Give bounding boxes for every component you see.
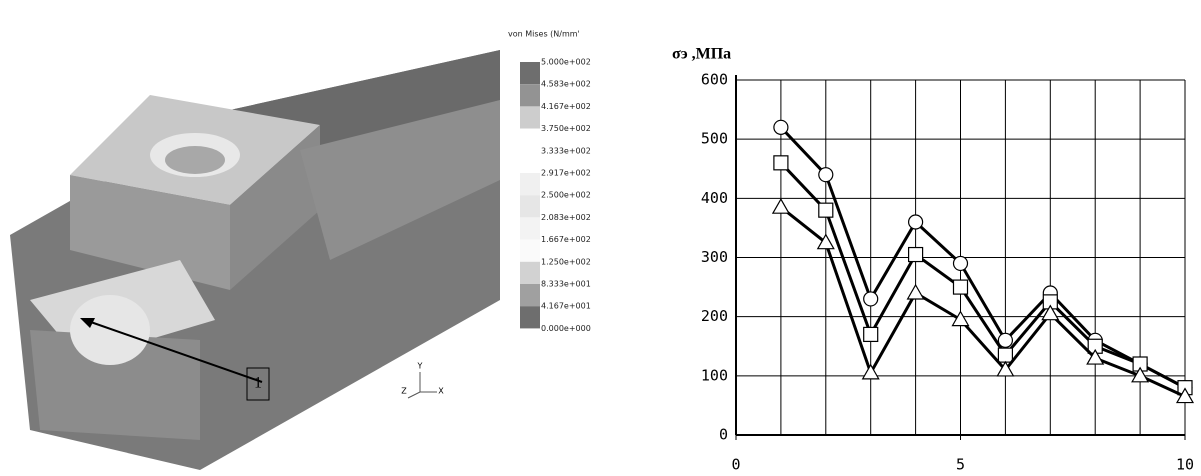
y-tick-label: 400 xyxy=(701,189,728,207)
legend-label: 4.167e+001 xyxy=(541,302,591,311)
marker xyxy=(1175,387,1195,404)
legend-label: 8.333e+001 xyxy=(541,280,591,289)
marker xyxy=(907,246,924,263)
legend-swatch xyxy=(520,195,540,218)
marker xyxy=(771,197,790,214)
marker xyxy=(996,360,1015,377)
marker xyxy=(1131,366,1150,383)
marker xyxy=(952,279,969,295)
series-line xyxy=(779,126,1186,389)
y-tick-label: 500 xyxy=(701,130,728,148)
marker xyxy=(861,363,880,380)
callout-label: 1 xyxy=(254,375,262,392)
legend-swatch xyxy=(520,150,540,173)
y-tick-label: 200 xyxy=(701,307,728,325)
y-tick-label: 0 xyxy=(719,426,728,444)
x-tick-label: 5 xyxy=(956,456,965,474)
marker xyxy=(773,119,789,135)
marker xyxy=(951,310,970,327)
marker xyxy=(773,155,789,171)
axis-label: Y xyxy=(417,362,423,371)
legend-label: 0.000e+000 xyxy=(541,324,591,333)
legend-label: 2.917e+002 xyxy=(541,169,591,178)
marker xyxy=(1086,348,1105,365)
x-tick-label: 0 xyxy=(731,456,740,474)
legend-title: von Mises (N/mm' xyxy=(508,30,580,39)
marker xyxy=(818,167,834,183)
marker xyxy=(907,214,924,230)
legend-label: 1.250e+002 xyxy=(541,257,591,266)
legend: 5.000e+002 4.583e+002 4.167e+002 3.750e+002… xyxy=(520,58,591,333)
legend-swatch xyxy=(520,106,540,129)
marker xyxy=(863,291,879,307)
legend-swatch xyxy=(520,62,540,85)
legend-swatch xyxy=(520,306,540,329)
legend-swatch xyxy=(520,284,540,307)
legend-swatch xyxy=(520,217,540,240)
y-tick-label: 600 xyxy=(701,71,728,89)
marker xyxy=(997,332,1014,348)
legend-label: 3.333e+002 xyxy=(541,146,591,155)
chart-title: σэ ,МПа xyxy=(672,46,731,63)
legend-label: 4.583e+002 xyxy=(541,80,591,89)
legend-label: 3.750e+002 xyxy=(541,124,591,133)
marker xyxy=(997,347,1014,363)
y-tick-label: 100 xyxy=(701,366,728,384)
legend-label: 5.000e+002 xyxy=(541,58,591,67)
marker xyxy=(818,202,834,218)
legend-label: 2.500e+002 xyxy=(541,191,591,200)
legend-swatch xyxy=(520,84,540,107)
marker xyxy=(1041,304,1060,321)
legend-label: 1.667e+002 xyxy=(541,235,591,244)
x-tick-label: 10 xyxy=(1176,456,1194,474)
marker xyxy=(816,233,835,250)
fea-model: 1 Y Z X xyxy=(10,50,500,470)
legend-label: 4.167e+002 xyxy=(541,102,591,111)
legend-label: 2.083e+002 xyxy=(541,213,591,222)
legend-swatch xyxy=(520,128,540,151)
legend-swatch xyxy=(520,173,540,196)
chart: σэ ,МПа 0 100 200 300 400 500 600 0 5 10 xyxy=(672,46,1195,474)
series-line xyxy=(779,206,1186,398)
legend-swatch xyxy=(520,261,540,284)
marker xyxy=(906,283,925,300)
axis-label: X xyxy=(438,387,444,396)
series-line xyxy=(779,161,1186,389)
legend-swatch xyxy=(520,239,540,262)
y-tick-label: 300 xyxy=(701,248,728,266)
marker xyxy=(952,255,969,272)
marker xyxy=(863,326,879,343)
axis-label: Z xyxy=(401,387,407,396)
